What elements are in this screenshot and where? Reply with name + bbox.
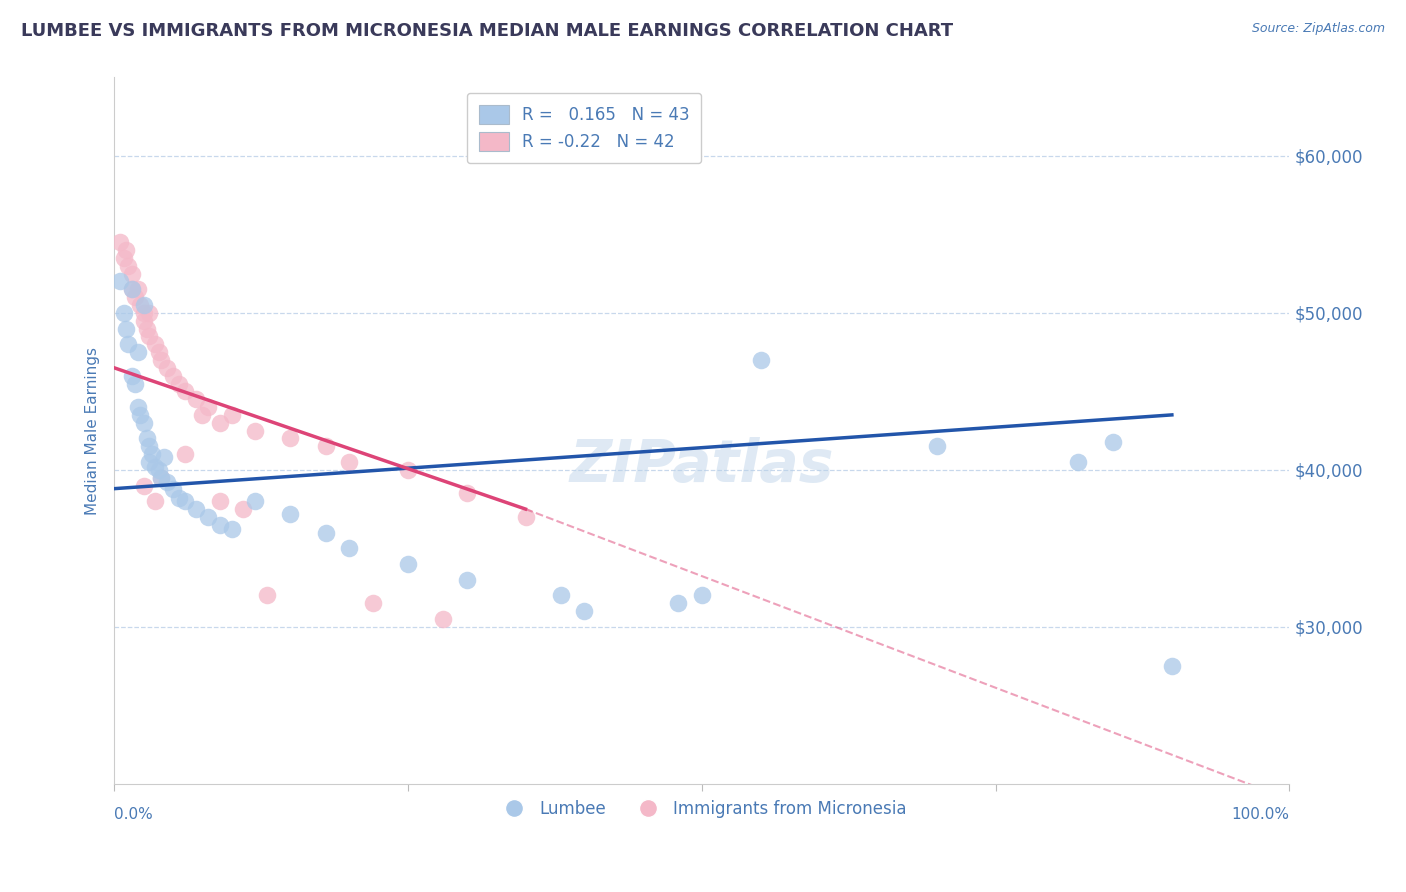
- Point: [150, 471, 173, 485]
- Point: [138, 306, 160, 320]
- Point: [143, 459, 166, 474]
- Text: 0.0%: 0.0%: [114, 807, 153, 822]
- Text: Source: ZipAtlas.com: Source: ZipAtlas.com: [1251, 22, 1385, 36]
- Point: [127, 345, 149, 359]
- Point: [337, 455, 360, 469]
- Point: [148, 463, 170, 477]
- Point: [115, 321, 138, 335]
- Point: [124, 290, 146, 304]
- Point: [136, 321, 159, 335]
- Point: [156, 475, 179, 490]
- Point: [396, 463, 419, 477]
- Point: [117, 259, 139, 273]
- Point: [221, 523, 243, 537]
- Point: [115, 243, 138, 257]
- Point: [167, 491, 190, 505]
- Point: [132, 478, 155, 492]
- Point: [138, 455, 160, 469]
- Point: [108, 275, 131, 289]
- Text: LUMBEE VS IMMIGRANTS FROM MICRONESIA MEDIAN MALE EARNINGS CORRELATION CHART: LUMBEE VS IMMIGRANTS FROM MICRONESIA MED…: [21, 22, 953, 40]
- Point: [127, 282, 149, 296]
- Point: [136, 432, 159, 446]
- Point: [1067, 455, 1090, 469]
- Point: [141, 447, 163, 461]
- Point: [148, 345, 170, 359]
- Point: [121, 282, 143, 296]
- Point: [121, 368, 143, 383]
- Text: 100.0%: 100.0%: [1232, 807, 1289, 822]
- Point: [150, 353, 173, 368]
- Point: [173, 494, 195, 508]
- Point: [749, 353, 772, 368]
- Text: ZIPatlas: ZIPatlas: [569, 437, 834, 494]
- Point: [432, 612, 454, 626]
- Point: [221, 408, 243, 422]
- Point: [112, 306, 135, 320]
- Y-axis label: Median Male Earnings: Median Male Earnings: [86, 347, 100, 515]
- Point: [127, 400, 149, 414]
- Point: [138, 439, 160, 453]
- Point: [108, 235, 131, 250]
- Point: [132, 314, 155, 328]
- Point: [245, 424, 267, 438]
- Point: [124, 376, 146, 391]
- Point: [129, 298, 152, 312]
- Point: [197, 509, 219, 524]
- Point: [150, 471, 173, 485]
- Point: [232, 502, 254, 516]
- Point: [173, 384, 195, 399]
- Point: [132, 306, 155, 320]
- Point: [925, 439, 948, 453]
- Point: [666, 596, 689, 610]
- Point: [173, 447, 195, 461]
- Point: [515, 509, 537, 524]
- Point: [152, 450, 174, 465]
- Point: [456, 486, 478, 500]
- Point: [361, 596, 384, 610]
- Point: [132, 416, 155, 430]
- Point: [143, 494, 166, 508]
- Point: [550, 588, 572, 602]
- Point: [208, 494, 231, 508]
- Point: [112, 251, 135, 265]
- Point: [132, 298, 155, 312]
- Point: [315, 525, 337, 540]
- Point: [690, 588, 713, 602]
- Point: [162, 482, 184, 496]
- Point: [245, 494, 267, 508]
- Legend: Lumbee, Immigrants from Micronesia: Lumbee, Immigrants from Micronesia: [491, 794, 912, 825]
- Point: [167, 376, 190, 391]
- Point: [138, 329, 160, 343]
- Point: [280, 432, 302, 446]
- Point: [315, 439, 337, 453]
- Point: [337, 541, 360, 556]
- Point: [256, 588, 278, 602]
- Point: [1160, 659, 1182, 673]
- Point: [143, 337, 166, 351]
- Point: [121, 267, 143, 281]
- Point: [574, 604, 596, 618]
- Point: [1102, 434, 1125, 449]
- Point: [117, 337, 139, 351]
- Point: [121, 282, 143, 296]
- Point: [191, 408, 214, 422]
- Point: [280, 507, 302, 521]
- Point: [162, 368, 184, 383]
- Point: [186, 392, 208, 407]
- Point: [208, 416, 231, 430]
- Point: [396, 557, 419, 571]
- Point: [186, 502, 208, 516]
- Point: [129, 408, 152, 422]
- Point: [197, 400, 219, 414]
- Point: [156, 360, 179, 375]
- Point: [208, 517, 231, 532]
- Point: [456, 573, 478, 587]
